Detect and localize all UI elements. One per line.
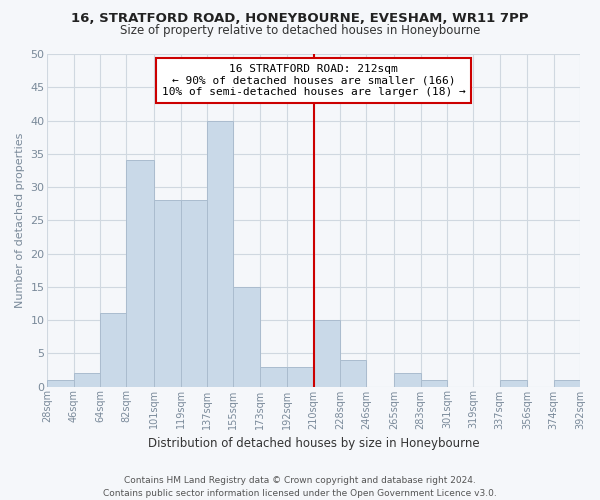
Bar [554, 380, 580, 386]
Bar [100, 314, 127, 386]
Bar [421, 380, 447, 386]
Bar [181, 200, 207, 386]
Bar [314, 320, 340, 386]
Text: Contains HM Land Registry data © Crown copyright and database right 2024.
Contai: Contains HM Land Registry data © Crown c… [103, 476, 497, 498]
Bar [47, 380, 74, 386]
Bar [500, 380, 527, 386]
Text: Size of property relative to detached houses in Honeybourne: Size of property relative to detached ho… [120, 24, 480, 37]
Text: 16, STRATFORD ROAD, HONEYBOURNE, EVESHAM, WR11 7PP: 16, STRATFORD ROAD, HONEYBOURNE, EVESHAM… [71, 12, 529, 26]
Bar [260, 366, 287, 386]
Bar [74, 373, 100, 386]
Bar [287, 366, 314, 386]
Bar [127, 160, 154, 386]
Y-axis label: Number of detached properties: Number of detached properties [15, 132, 25, 308]
Bar [394, 373, 421, 386]
Bar [154, 200, 181, 386]
X-axis label: Distribution of detached houses by size in Honeybourne: Distribution of detached houses by size … [148, 437, 479, 450]
Bar [207, 120, 233, 386]
Text: 16 STRATFORD ROAD: 212sqm
← 90% of detached houses are smaller (166)
10% of semi: 16 STRATFORD ROAD: 212sqm ← 90% of detac… [162, 64, 466, 97]
Bar [233, 287, 260, 386]
Bar [340, 360, 367, 386]
